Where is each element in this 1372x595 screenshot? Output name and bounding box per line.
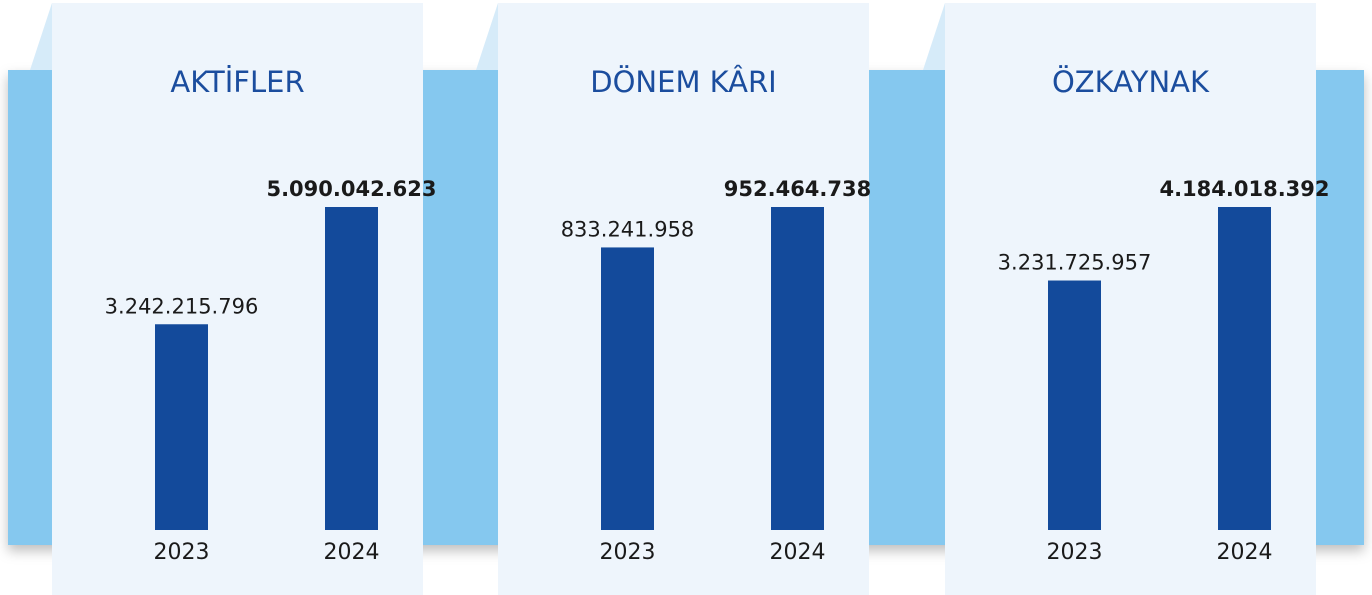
- value-label: 5.090.042.623: [266, 177, 436, 201]
- value-label: 3.242.215.796: [105, 294, 259, 318]
- category-label: 2024: [324, 540, 380, 565]
- category-label: 2024: [1217, 540, 1273, 565]
- bar: [1218, 207, 1271, 530]
- category-label: 2023: [154, 540, 210, 565]
- value-label: 3.231.725.957: [998, 251, 1152, 275]
- value-label: 952.464.738: [724, 177, 871, 201]
- value-label: 4.184.018.392: [1159, 177, 1329, 201]
- chart-title: ÖZKAYNAK: [1052, 65, 1210, 99]
- bar: [601, 247, 654, 530]
- category-label: 2023: [1047, 540, 1103, 565]
- bar: [155, 324, 208, 530]
- value-label: 833.241.958: [561, 217, 695, 241]
- bar: [325, 207, 378, 530]
- category-label: 2024: [770, 540, 826, 565]
- bar: [771, 207, 824, 530]
- category-label: 2023: [600, 540, 656, 565]
- panels: AKTİFLER 3.242.215.796 2023 5.090.042.623 20…: [30, 3, 1330, 595]
- bar: [1048, 280, 1101, 530]
- chart-title: DÖNEM KÂRI: [590, 65, 776, 99]
- chart-title: AKTİFLER: [170, 65, 304, 99]
